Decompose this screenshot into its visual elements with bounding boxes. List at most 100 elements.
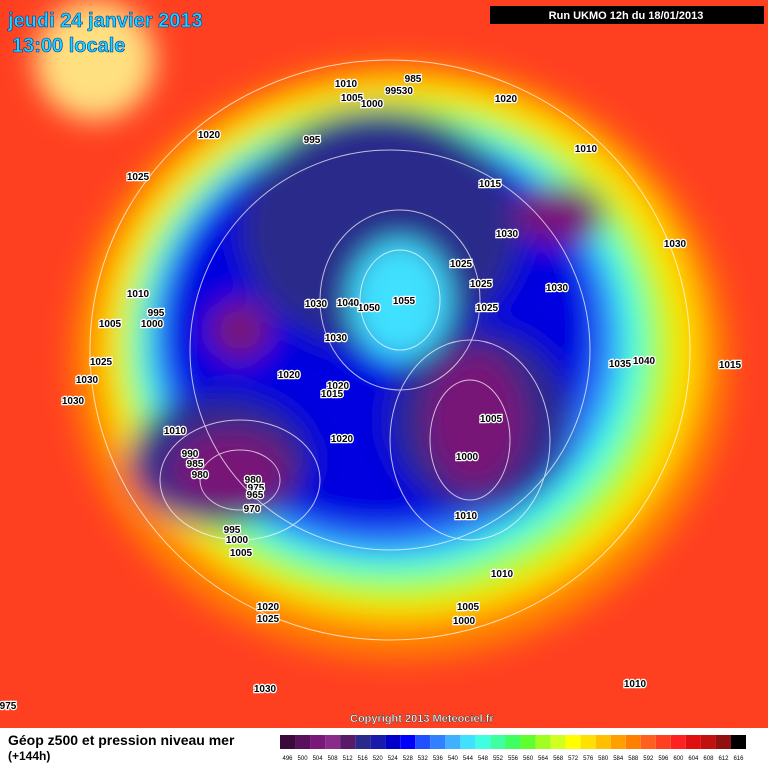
legend-swatch [655, 735, 671, 749]
legend-swatch [625, 735, 641, 749]
isobar-label: 1025 [90, 357, 113, 368]
isobar-label: 1020 [327, 381, 350, 392]
isobar-label: 1015 [479, 179, 502, 190]
isobar-label: 1010 [164, 426, 187, 437]
legend-label: 580 [598, 756, 609, 762]
legend-label: 604 [688, 756, 699, 762]
legend-label: 544 [463, 756, 474, 762]
legend-label: 600 [673, 756, 684, 762]
legend-label: 616 [733, 756, 744, 762]
isobar-label: 975 [248, 483, 265, 494]
isobar-label: 1025 [127, 172, 150, 183]
isobar-label: 995 [304, 135, 321, 146]
isobar-label: 1020 [198, 130, 221, 141]
legend-label: 540 [448, 756, 459, 762]
isobar-label: 1005 [480, 414, 503, 425]
isobar-label: 1020 [495, 94, 518, 105]
time-label: 13:00 locale [12, 35, 125, 57]
legend-label: 576 [583, 756, 594, 762]
legend-swatch [610, 735, 626, 749]
isobar-label: 1015 [719, 360, 742, 371]
legend-label: 504 [313, 756, 324, 762]
isobar-label: 1030 [62, 396, 85, 407]
legend-label: 584 [613, 756, 624, 762]
legend-swatch [340, 735, 356, 749]
legend-subtitle: (+144h) [8, 749, 50, 763]
isobar-label: 1030 [254, 684, 277, 695]
isobar-label: 985 [405, 74, 422, 85]
isobar-label: 965 [247, 490, 264, 501]
isobar-label: 1030 [496, 229, 519, 240]
legend-label: 588 [628, 756, 639, 762]
run-box [490, 6, 764, 24]
isobar-label: 980 [192, 470, 209, 481]
legend-swatch [490, 735, 506, 749]
legend-label: 612 [718, 756, 729, 762]
legend-swatch [730, 735, 746, 749]
isobar-label: 1000 [456, 452, 479, 463]
legend-swatch [295, 735, 311, 749]
legend-label: 496 [283, 756, 294, 762]
legend-label: 568 [553, 756, 564, 762]
legend-label: 532 [418, 756, 429, 762]
legend-swatch [640, 735, 656, 749]
isobar-label: 1040 [633, 356, 656, 367]
isobar-label: 975 [0, 701, 17, 712]
legend-label: 592 [643, 756, 654, 762]
legend-swatch [280, 735, 296, 749]
isobar-label: 1055 [393, 296, 416, 307]
isobar-label: 1000 [361, 99, 384, 110]
legend-swatch [430, 735, 446, 749]
legend-label: 516 [358, 756, 369, 762]
isobar-label: 1010 [335, 79, 358, 90]
isobar-label: 1030 [664, 239, 687, 250]
isobar-label: 995 [148, 308, 165, 319]
legend-label: 500 [298, 756, 309, 762]
isobar-label: 1015 [321, 389, 344, 400]
isobar-label: 995 [224, 525, 241, 536]
legend-label: 548 [478, 756, 489, 762]
copyright: Copyright 2013 Meteociel.fr [350, 713, 494, 725]
isobar-label: 1010 [127, 289, 150, 300]
legend-swatch [520, 735, 536, 749]
legend-swatch [385, 735, 401, 749]
legend-label: 608 [703, 756, 714, 762]
isobar-label: 1005 [341, 93, 364, 104]
isobar-label: 1025 [257, 614, 280, 625]
legend-swatch [580, 735, 596, 749]
legend-swatch [535, 735, 551, 749]
legend-label: 556 [508, 756, 519, 762]
isobar-label: 1010 [624, 679, 647, 690]
legend-swatch [355, 735, 371, 749]
isobar-label: 1030 [546, 283, 569, 294]
legend-label: 536 [433, 756, 444, 762]
legend-label: 552 [493, 756, 504, 762]
legend-label: 524 [388, 756, 399, 762]
legend-label: 564 [538, 756, 549, 762]
date-label: jeudi 24 janvier 2013 [7, 10, 203, 32]
isobar-label: 1020 [278, 370, 301, 381]
legend-label: 520 [373, 756, 384, 762]
isobar-label: 1040 [337, 298, 360, 309]
legend-swatch [475, 735, 491, 749]
isobar-label: 1005 [457, 602, 480, 613]
isobar-label: 985 [187, 459, 204, 470]
run-label: Run UKMO 12h du 18/01/2013 [549, 10, 704, 22]
legend-swatch [565, 735, 581, 749]
legend-label: 596 [658, 756, 669, 762]
isobar-label: 1010 [455, 511, 478, 522]
isobar-label: 1025 [470, 279, 493, 290]
isobar-label: 1000 [141, 319, 164, 330]
legend-swatch [595, 735, 611, 749]
legend-swatch [415, 735, 431, 749]
legend-swatch [700, 735, 716, 749]
legend-swatch [325, 735, 341, 749]
isobar-label: 1020 [331, 434, 354, 445]
legend-label: 508 [328, 756, 339, 762]
isobar-label: 1005 [99, 319, 122, 330]
legend-swatch [400, 735, 416, 749]
legend-label: 512 [343, 756, 354, 762]
legend-label: 528 [403, 756, 414, 762]
